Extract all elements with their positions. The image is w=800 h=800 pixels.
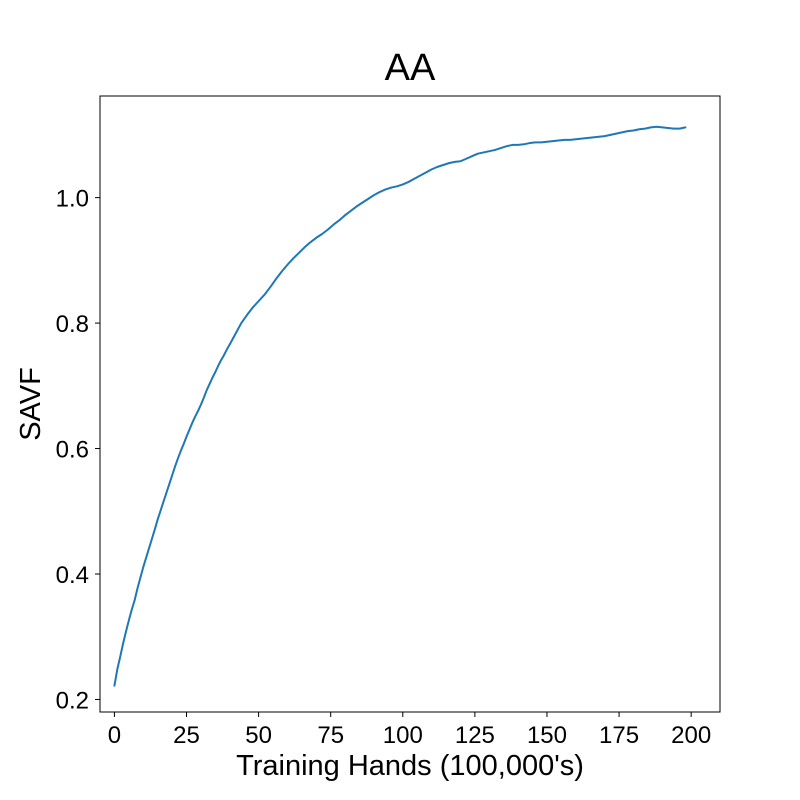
y-tick-label: 0.6 [56,437,89,464]
series-layer [113,125,687,687]
x-tick-label: 100 [383,722,423,749]
x-axis: 0 25 50 75 100 125 150 175 200 [108,712,711,749]
x-tick-label: 0 [108,722,121,749]
y-axis: 0.2 0.4 0.6 0.8 1.0 [56,186,100,714]
series-line-0 [113,125,687,687]
x-tick-label: 150 [527,722,567,749]
x-tick-label: 75 [317,722,344,749]
x-tick-label: 25 [173,722,200,749]
y-tick-label: 0.8 [56,311,89,338]
y-tick-label: 0.4 [56,562,89,589]
y-tick-label: 1.0 [56,186,89,213]
x-tick-label: 200 [671,722,711,749]
x-tick-label: 125 [455,722,495,749]
chart-title: AA [385,47,436,89]
plot-frame [99,95,721,713]
x-tick-label: 175 [599,722,639,749]
y-tick-label: 0.2 [56,687,89,714]
x-axis-label: Training Hands (100,000's) [236,750,584,782]
y-axis-label: SAVF [15,367,47,441]
x-tick-label: 50 [245,722,272,749]
